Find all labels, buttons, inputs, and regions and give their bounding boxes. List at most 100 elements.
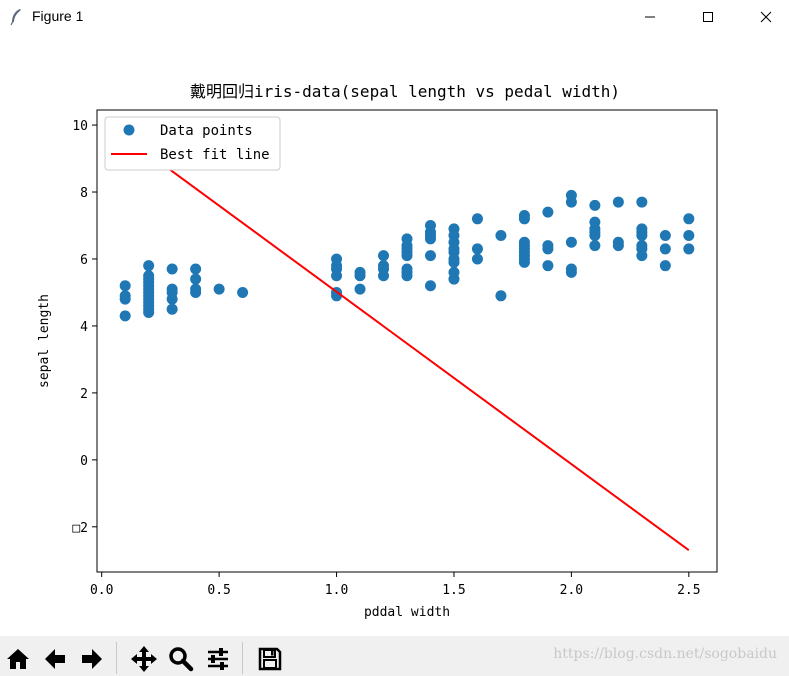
y-tick-label: 10 [72, 119, 88, 134]
data-point [354, 283, 366, 295]
data-point [424, 250, 436, 262]
data-point [518, 209, 530, 221]
data-point [565, 189, 577, 201]
x-axis-label: pddal width [364, 605, 450, 620]
data-point [401, 263, 413, 275]
data-point [612, 196, 624, 208]
data-point [659, 230, 671, 242]
data-point [378, 250, 390, 262]
data-point [331, 253, 343, 265]
data-point [659, 243, 671, 255]
x-tick-label: 0.0 [90, 583, 113, 598]
zoom-button[interactable] [166, 644, 196, 674]
maximize-button[interactable] [685, 0, 731, 34]
chart-title: 戴明回归iris-data(sepal length vs pedal widt… [190, 82, 620, 101]
watermark-text: https://blog.csdn.net/sogobaidu [553, 646, 777, 662]
x-tick-label: 1.5 [442, 583, 465, 598]
data-point [143, 260, 155, 272]
data-point [495, 290, 507, 302]
data-point [612, 236, 624, 248]
legend-label-data-points: Data points [160, 123, 253, 139]
data-point [119, 310, 131, 322]
window-title: Figure 1 [32, 8, 84, 24]
legend: Data points Best fit line [104, 116, 281, 171]
data-point [190, 273, 202, 285]
best-fit-line-group [124, 135, 690, 552]
pan-icon [131, 646, 157, 672]
data-point [471, 243, 483, 255]
minimize-icon [645, 16, 655, 18]
data-point [448, 223, 460, 235]
data-point [518, 236, 530, 248]
home-icon [7, 649, 29, 669]
data-point [683, 243, 695, 255]
close-icon [760, 11, 772, 23]
legend-marker-data-points [123, 124, 135, 136]
data-point [589, 216, 601, 228]
data-point [401, 233, 413, 245]
data-point [589, 240, 601, 252]
data-point [565, 263, 577, 275]
subplots-config-button[interactable] [203, 644, 233, 674]
data-point [471, 253, 483, 265]
subplots-config-icon [208, 648, 228, 670]
feather-icon [10, 9, 21, 26]
data-point [589, 199, 601, 211]
data-point [424, 280, 436, 292]
figure-canvas: 0.0 0.5 1.0 1.5 2.0 2.5 10 8 6 4 2 0 □2 戴明回归iris-da… [0, 34, 789, 636]
home-button[interactable] [3, 644, 33, 674]
y-tick-label: 8 [80, 186, 88, 201]
legend-label-best-fit-line: Best fit line [160, 147, 270, 163]
y-tick-label: 6 [80, 253, 88, 268]
data-point [542, 260, 554, 272]
data-point [448, 266, 460, 278]
x-tick-label: 0.5 [207, 583, 230, 598]
y-axis-ticks: 10 8 6 4 2 0 □2 [72, 119, 97, 536]
data-point [424, 220, 436, 231]
x-axis-ticks: 0.0 0.5 1.0 1.5 2.0 2.5 [90, 572, 701, 598]
data-point [143, 270, 155, 282]
data-point [683, 213, 695, 225]
data-point [471, 213, 483, 225]
y-tick-label: 0 [80, 454, 88, 469]
toolbar-separator [242, 642, 243, 674]
data-point [636, 240, 648, 252]
y-tick-label: 2 [80, 387, 88, 402]
data-point [166, 303, 178, 315]
y-tick-label: 4 [80, 320, 88, 335]
toolbar-separator [116, 642, 117, 674]
minimize-button[interactable] [627, 0, 673, 34]
x-tick-label: 1.0 [325, 583, 348, 598]
data-point [495, 230, 507, 242]
close-button[interactable] [743, 0, 789, 34]
data-point [354, 266, 366, 278]
legend-box [104, 116, 281, 171]
data-point [213, 283, 225, 295]
save-icon [258, 647, 282, 671]
data-point [636, 223, 648, 235]
zoom-icon [169, 647, 194, 672]
navigation-toolbar: https://blog.csdn.net/sogobaidu [0, 636, 789, 676]
data-point [119, 280, 131, 292]
data-point [237, 286, 249, 298]
save-button[interactable] [255, 644, 285, 674]
data-point [166, 283, 178, 295]
y-tick-label: □2 [72, 521, 88, 536]
data-points-group [119, 189, 695, 322]
window-titlebar: Figure 1 [0, 0, 789, 34]
data-point [166, 263, 178, 275]
data-point [542, 240, 554, 252]
x-tick-label: 2.0 [560, 583, 583, 598]
best-fit-line [124, 135, 690, 552]
data-point [119, 290, 131, 302]
data-point [378, 260, 390, 272]
back-arrow-icon [45, 649, 65, 669]
maximize-icon [703, 12, 713, 22]
data-point [190, 283, 202, 295]
y-axis-label: sepal length [37, 294, 52, 388]
back-button[interactable] [40, 644, 70, 674]
pan-button[interactable] [129, 644, 159, 674]
forward-button[interactable] [77, 644, 107, 674]
data-point [190, 263, 202, 275]
data-point [542, 206, 554, 218]
